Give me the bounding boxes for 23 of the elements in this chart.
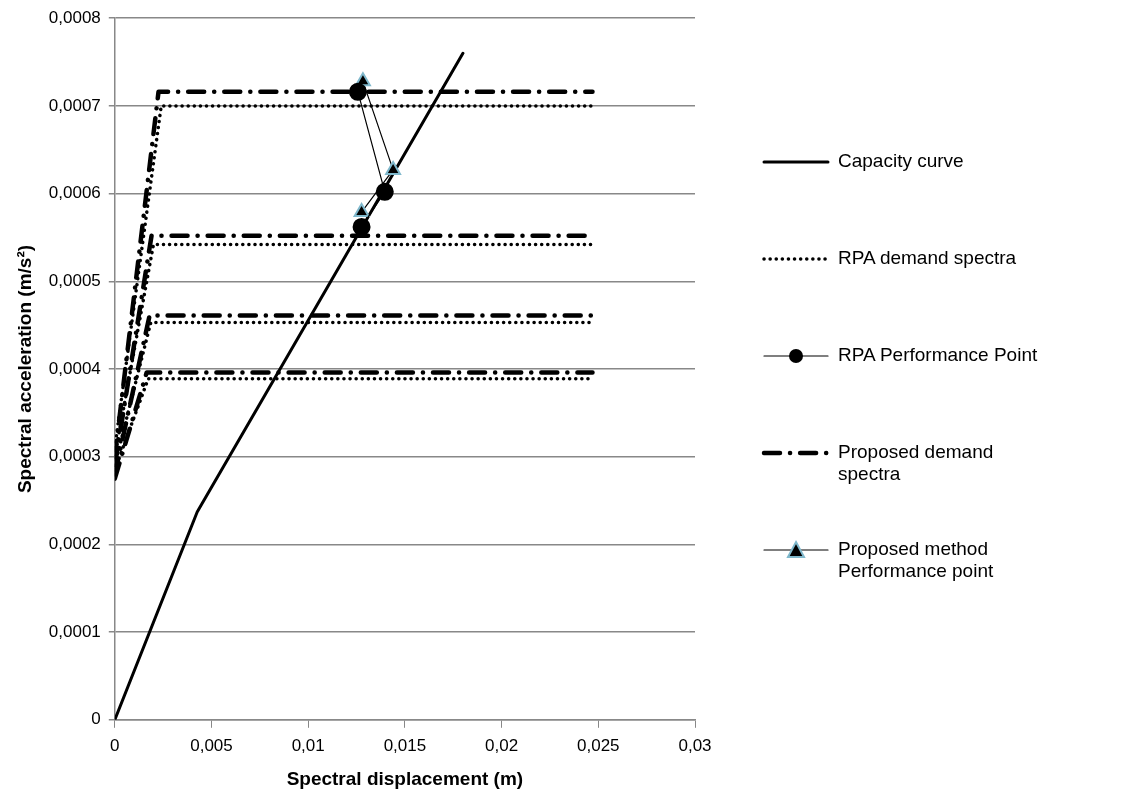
x-tick-label: 0,01 <box>291 735 325 755</box>
legend-label: Capacity curve <box>838 150 964 172</box>
legend-label: RPA demand spectra <box>838 247 1017 269</box>
legend-label: Proposed demand spectra <box>838 441 995 485</box>
x-tick-label: 0,025 <box>577 735 620 755</box>
y-tick-label: 0,0008 <box>48 7 101 27</box>
x-axis-title: Spectral displacement (m) <box>286 767 524 789</box>
y-tick-label: 0,0006 <box>48 183 101 203</box>
y-tick-label: 0,0005 <box>48 270 101 290</box>
y-axis-title: Spectral acceleration (m/s²) <box>13 244 35 494</box>
x-tick-label: 0,02 <box>485 735 519 755</box>
y-tick-label: 0,0003 <box>48 446 101 466</box>
legend-label: Proposed method Performance point <box>838 538 995 582</box>
x-tick-label: 0 <box>110 735 120 755</box>
y-tick-label: 0,0007 <box>48 95 101 115</box>
y-tick-label: 0 <box>91 709 101 729</box>
y-tick-label: 0,0004 <box>48 358 101 378</box>
y-tick-label: 0,0001 <box>48 621 101 641</box>
x-tick-label: 0,03 <box>678 735 712 755</box>
y-tick-label: 0,0002 <box>48 534 101 554</box>
legend-label: RPA Performance Point <box>838 344 1038 366</box>
x-tick-label: 0,005 <box>190 735 233 755</box>
x-tick-label: 0,015 <box>383 735 427 755</box>
